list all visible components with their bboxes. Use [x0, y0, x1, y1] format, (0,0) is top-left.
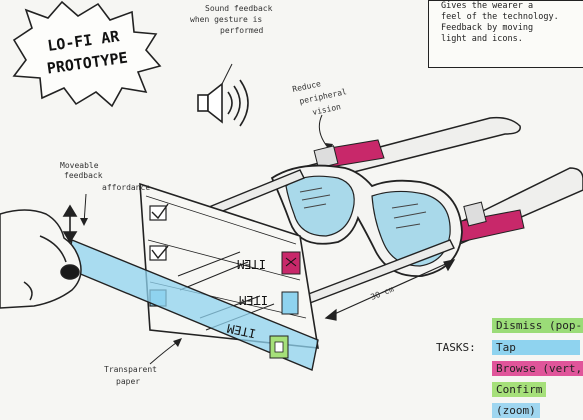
peripheral-line-1: Reduce — [292, 79, 322, 94]
moveable-line-2: feedback — [64, 171, 103, 180]
move-arrow-icon — [62, 204, 78, 244]
description-box: Gives the wearer a feel of the technolog… — [428, 0, 583, 68]
hand-illustration — [0, 209, 82, 309]
burst-shape — [12, 0, 162, 108]
list-item[interactable] — [149, 203, 169, 221]
item-label-1: ITEM — [237, 257, 266, 271]
check-icon — [151, 203, 169, 220]
task-dismiss: Dismiss (pop-u — [492, 318, 583, 333]
glasses-arm-upper — [297, 116, 521, 179]
check-icon — [151, 245, 169, 260]
item-label-3: ITEM — [226, 321, 257, 341]
moveable-line-1: Moveable — [60, 161, 99, 170]
task-tap: Tap — [492, 340, 580, 355]
task-zoom: (zoom) — [492, 403, 540, 418]
sound-note-line-3: performed — [220, 26, 264, 35]
transparent-note: Transparent paper — [104, 365, 157, 386]
checkbox-icon — [149, 245, 167, 261]
checkbox-icon — [149, 205, 167, 221]
item-label-2: ITEM — [239, 293, 268, 307]
peripheral-note: Reduce peripheral vision — [292, 79, 348, 117]
app-icon — [281, 251, 301, 275]
tasks-label: TASKS: — [436, 341, 476, 354]
title-burst: LO-FI AR PROTOTYPE — [12, 0, 162, 108]
list-item[interactable]: ITEM — [149, 245, 301, 275]
transparent-line-1: Transparent — [104, 365, 157, 374]
description-line-2: feel of the technology. — [441, 12, 559, 22]
sound-note-line-1: Sound feedback — [205, 4, 273, 13]
description-line-1: Gives the wearer a — [441, 1, 534, 11]
moveable-note: Moveable feedback affordance — [60, 161, 150, 192]
task-confirm: Confirm — [492, 382, 547, 397]
sound-note-line-2: when gesture is — [190, 15, 262, 24]
task-browse: Browse (vert, — [492, 361, 583, 376]
transparent-line-2: paper — [116, 377, 140, 386]
distance-label: 30 cm — [369, 284, 395, 301]
description-line-4: light and icons. — [441, 34, 523, 44]
fingernail-icon — [60, 264, 80, 280]
moveable-line-3: affordance — [102, 183, 150, 192]
speaker-icon — [197, 79, 249, 127]
description-line-3: Feedback by moving — [441, 23, 534, 33]
sound-note: Sound feedback when gesture is performed — [190, 4, 273, 35]
peripheral-line-3: vision — [312, 102, 342, 117]
glasses-arm-lower — [438, 167, 583, 247]
app-icon — [281, 291, 299, 315]
